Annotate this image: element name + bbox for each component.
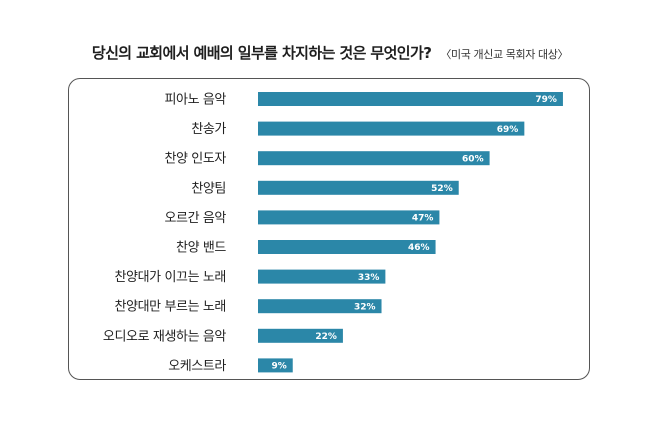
bar [258, 121, 525, 136]
bar-value-label: 60% [462, 154, 484, 164]
category-label: 오케스트라 [168, 359, 226, 374]
category-label: 오르간 음악 [164, 211, 226, 226]
bar-value-label: 22% [315, 332, 337, 342]
chart-panel [68, 78, 590, 380]
bar-value-label: 9% [271, 362, 286, 372]
bar [258, 299, 382, 314]
bar [258, 328, 343, 343]
category-label: 찬송가 [191, 122, 226, 137]
bar [258, 358, 293, 373]
bar [258, 151, 490, 166]
chart-title: 당신의 교회에서 예배의 일부를 차지하는 것은 무엇인가? [91, 44, 432, 62]
bar [258, 92, 563, 106]
bar-value-label: 46% [408, 243, 430, 253]
bar [258, 240, 436, 254]
bar-value-label: 52% [431, 184, 453, 194]
bar-value-label: 33% [358, 273, 380, 283]
bar-value-label: 79% [535, 95, 557, 105]
category-label: 찬양 인도자 [164, 152, 226, 167]
category-label: 찬양대가 이끄는 노래 [114, 270, 226, 285]
category-label: 찬양대만 부르는 노래 [114, 300, 226, 315]
bar [258, 180, 459, 195]
chart-subtitle: 〈미국 개신교 목회자 대상〉 [440, 48, 569, 61]
bar [258, 269, 386, 284]
bar [258, 210, 440, 225]
bar-value-label: 32% [354, 302, 376, 312]
chart-title-row: 당신의 교회에서 예배의 일부를 차지하는 것은 무엇인가? 〈미국 개신교 목… [0, 42, 660, 63]
category-label: 오디오로 재생하는 음악 [103, 329, 227, 344]
bar-value-label: 69% [497, 125, 519, 135]
bar-value-label: 47% [412, 214, 434, 224]
category-label: 찬양 밴드 [176, 241, 226, 256]
category-label: 피아노 음악 [164, 93, 226, 108]
category-label: 찬양팀 [191, 181, 226, 196]
